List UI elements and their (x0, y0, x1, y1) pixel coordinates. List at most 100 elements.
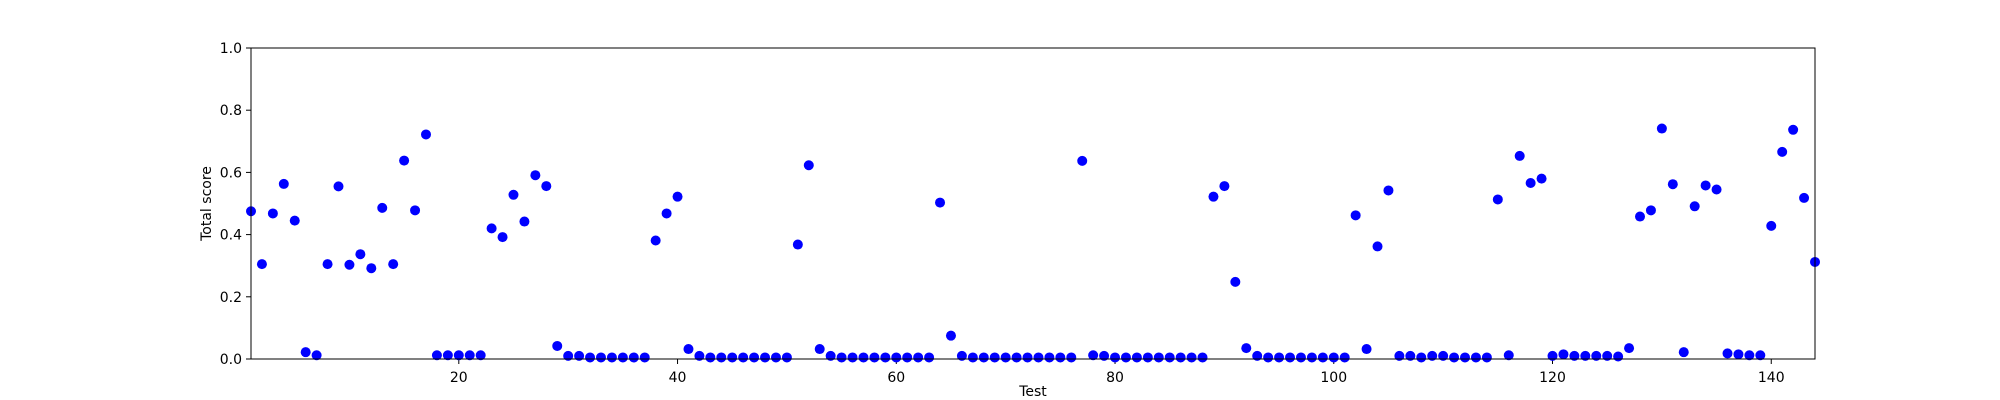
data-point (311, 350, 322, 361)
x-axis-label: Test (1018, 384, 1047, 400)
data-point (956, 350, 967, 361)
data-point (617, 352, 628, 363)
data-point (442, 350, 453, 361)
y-tick-label: 0.2 (220, 290, 242, 306)
y-tick-label: 0.0 (220, 352, 242, 368)
data-point (497, 232, 508, 243)
data-point (530, 170, 541, 181)
data-point (519, 216, 530, 227)
data-point (716, 352, 727, 363)
data-point (1700, 180, 1711, 191)
data-points (246, 123, 1820, 363)
data-point (1711, 184, 1722, 195)
data-point (683, 344, 694, 355)
data-point (661, 208, 672, 219)
data-point (1656, 123, 1667, 134)
data-point (1066, 352, 1077, 363)
data-point (1755, 350, 1766, 361)
data-point (1110, 352, 1121, 363)
data-point (431, 350, 442, 361)
data-point (322, 259, 333, 270)
data-point (814, 344, 825, 355)
data-point (1230, 276, 1241, 287)
data-point (508, 189, 519, 200)
data-point (1580, 350, 1591, 361)
data-point (902, 352, 913, 363)
data-point (1361, 344, 1372, 355)
data-point (1000, 352, 1011, 363)
data-point (1295, 352, 1306, 363)
y-tick-label: 0.4 (220, 228, 242, 244)
data-point (1186, 352, 1197, 363)
x-tick-label: 20 (450, 370, 468, 386)
data-point (1175, 352, 1186, 363)
data-point (475, 350, 486, 361)
x-tick-label: 60 (887, 370, 905, 386)
data-point (1624, 343, 1635, 354)
data-point (1744, 350, 1755, 361)
data-point (1099, 350, 1110, 361)
x-tick-label: 100 (1320, 370, 1347, 386)
data-point (1153, 352, 1164, 363)
data-point (803, 160, 814, 171)
data-point (1536, 173, 1547, 184)
data-point (333, 181, 344, 192)
data-point (563, 350, 574, 361)
data-point (1503, 350, 1514, 361)
data-point (1317, 352, 1328, 363)
data-point (935, 197, 946, 208)
x-tick-label: 40 (669, 370, 687, 386)
data-point (1788, 124, 1799, 135)
data-point (1635, 211, 1646, 222)
data-point (1044, 352, 1055, 363)
data-point (1766, 220, 1777, 231)
data-point (760, 352, 771, 363)
data-point (1274, 352, 1285, 363)
data-point (1667, 179, 1678, 190)
y-axis-ticks: 0.0 0.2 0.4 0.6 0.8 1.0 (220, 41, 251, 368)
data-point (672, 191, 683, 202)
data-point (1569, 350, 1580, 361)
data-point (913, 352, 924, 363)
data-point (1011, 352, 1022, 363)
data-point (1197, 352, 1208, 363)
data-point (1514, 150, 1525, 161)
data-point (1405, 350, 1416, 361)
data-point (574, 350, 585, 361)
data-point (1525, 177, 1536, 188)
data-point (1350, 210, 1361, 221)
data-point (420, 129, 431, 140)
data-point (1164, 352, 1175, 363)
data-point (891, 352, 902, 363)
data-point (355, 249, 366, 260)
data-point (1777, 146, 1788, 157)
data-point (606, 352, 617, 363)
data-point (1208, 191, 1219, 202)
data-point (1252, 350, 1263, 361)
data-point (792, 239, 803, 250)
data-point (410, 205, 421, 216)
data-point (978, 352, 989, 363)
data-point (1449, 352, 1460, 363)
data-point (1602, 350, 1613, 361)
data-point (639, 352, 650, 363)
data-point (1120, 352, 1131, 363)
data-point (1285, 352, 1296, 363)
y-axis-label: Total score (199, 166, 215, 242)
data-point (1722, 348, 1733, 359)
data-point (781, 352, 792, 363)
data-point (1689, 201, 1700, 212)
data-point (858, 352, 869, 363)
data-point (1427, 350, 1438, 361)
data-point (1306, 352, 1317, 363)
data-point (945, 330, 956, 341)
data-point (399, 155, 410, 166)
data-point (278, 178, 289, 189)
data-point (344, 259, 355, 270)
data-point (705, 352, 716, 363)
data-point (1131, 352, 1142, 363)
data-point (694, 350, 705, 361)
data-point (924, 352, 935, 363)
data-point (1055, 352, 1066, 363)
